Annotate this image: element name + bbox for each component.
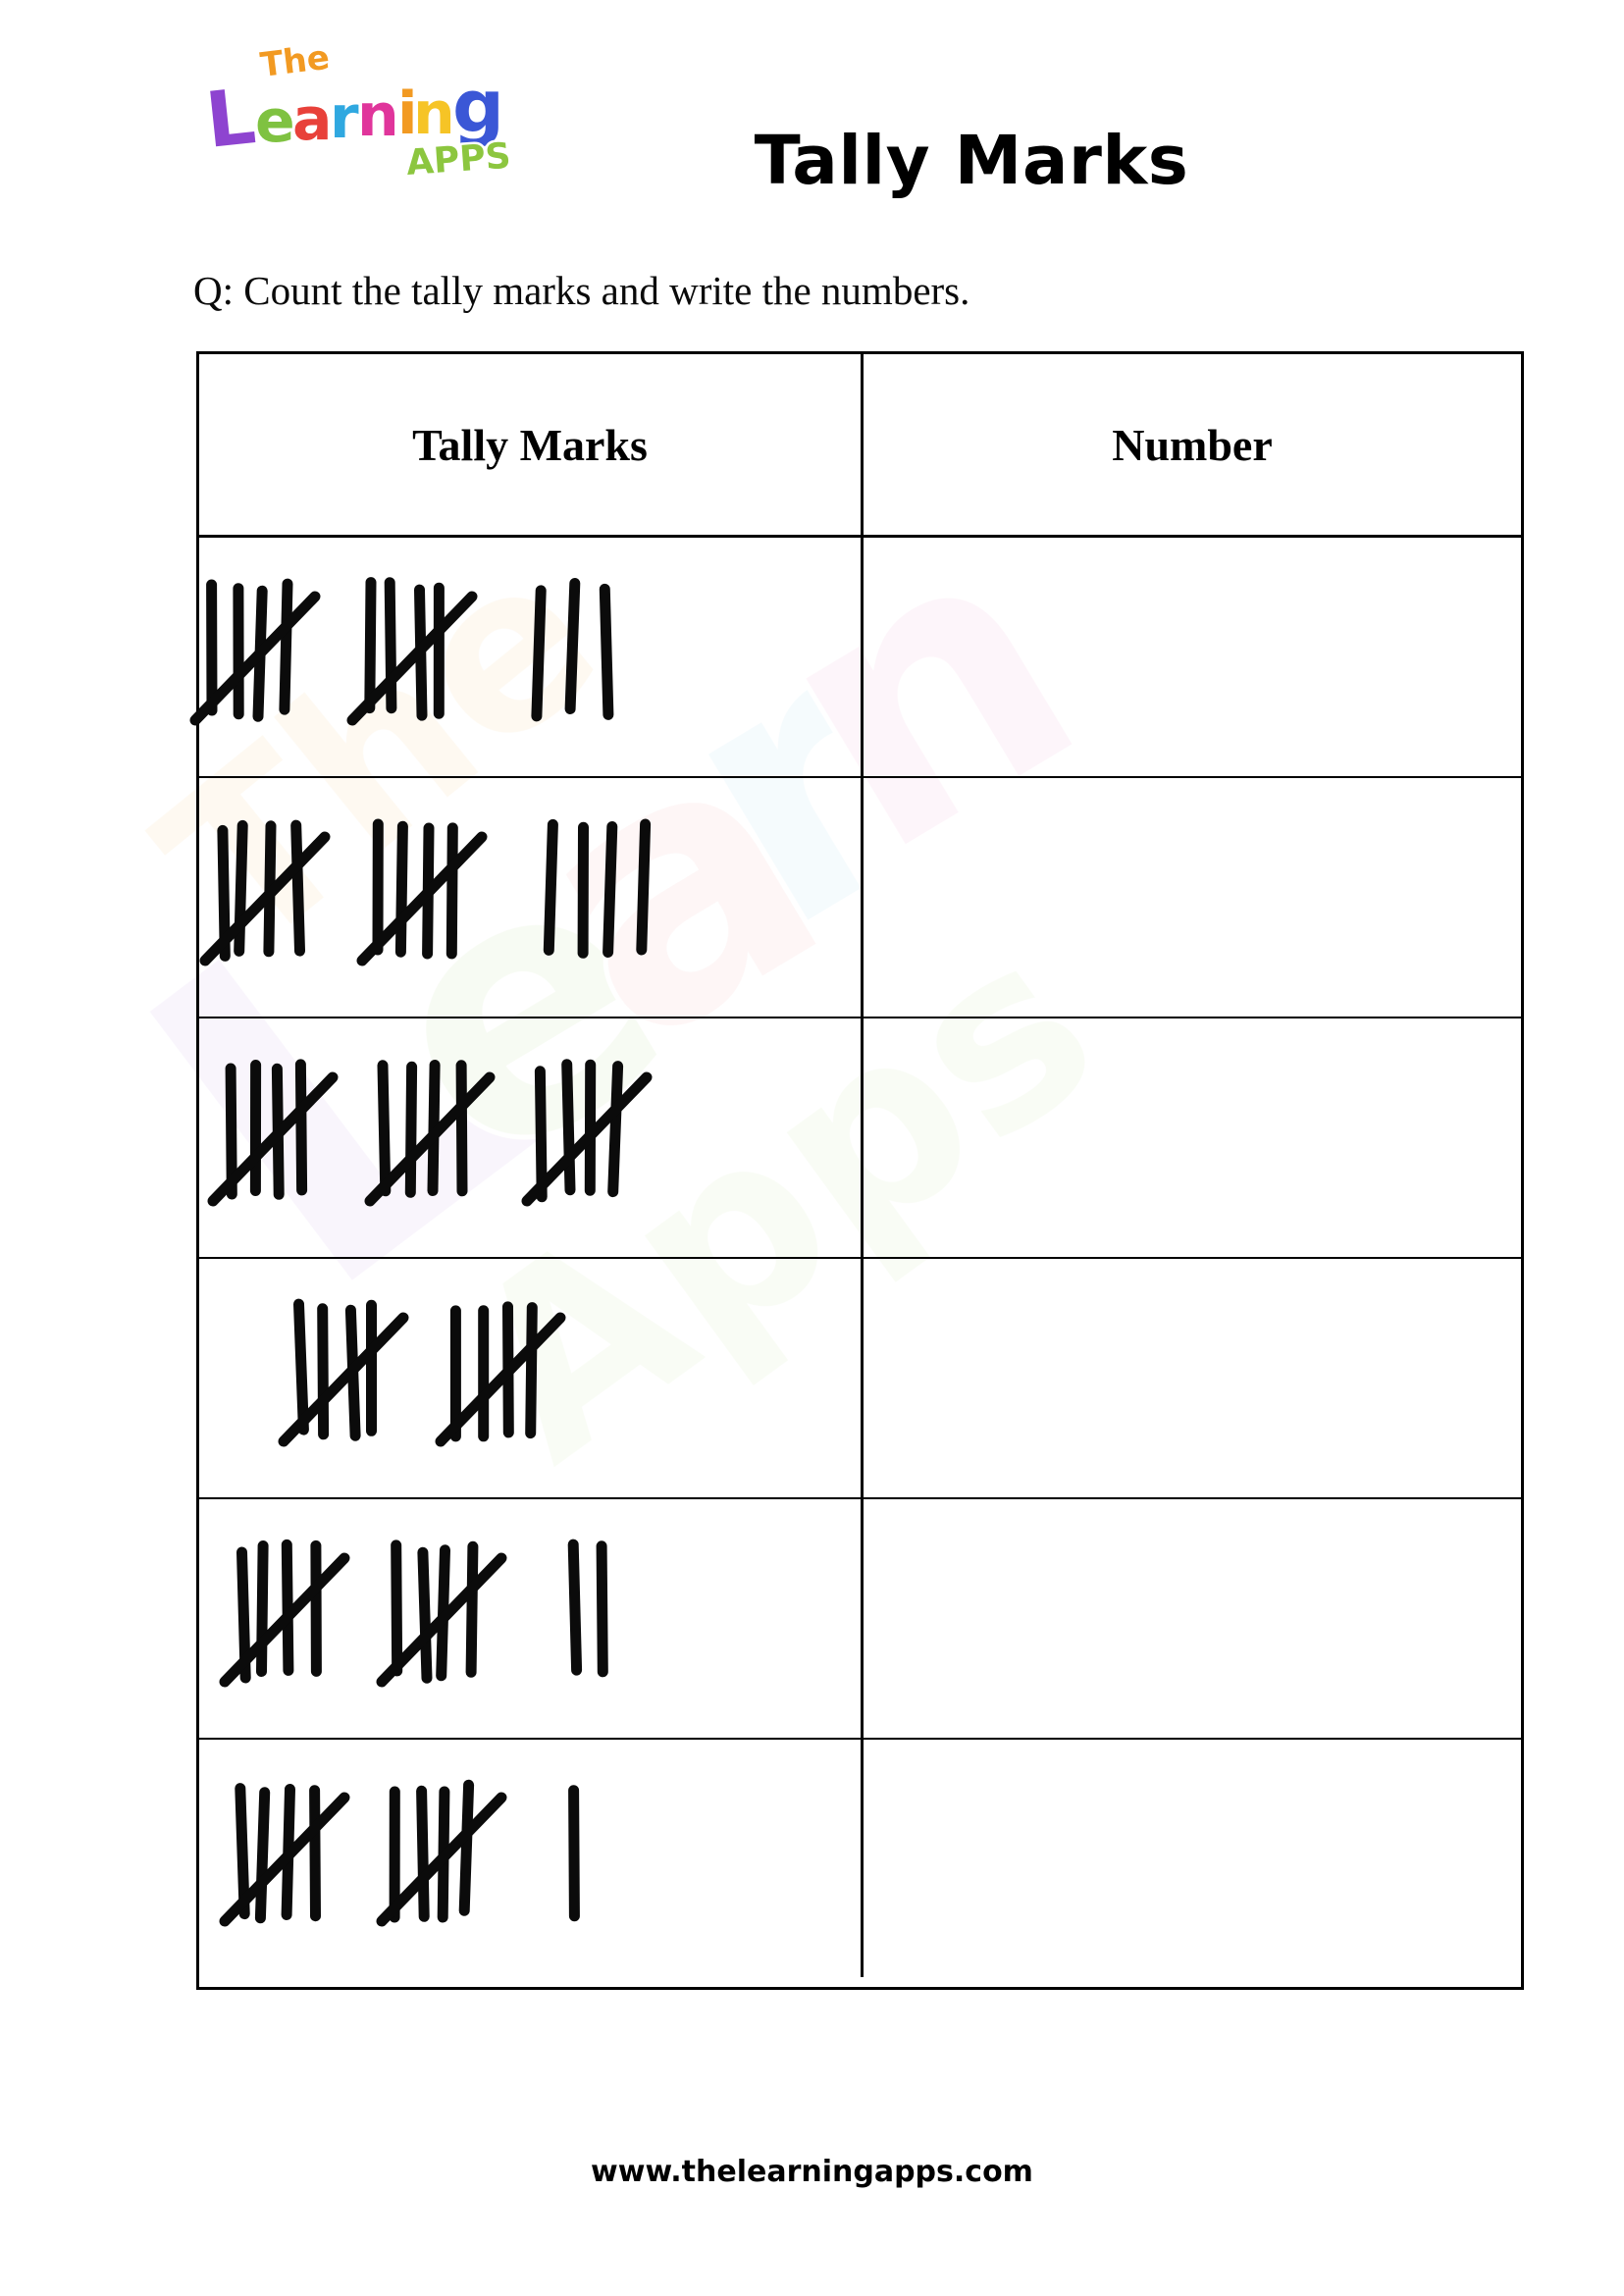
page-title: Tally Marks xyxy=(754,122,1189,200)
tally-drawing xyxy=(199,1259,861,1497)
svg-text:n: n xyxy=(413,79,455,148)
number-answer-cell[interactable] xyxy=(864,1018,1521,1257)
column-header-label: Number xyxy=(1112,419,1273,470)
number-answer-cell[interactable] xyxy=(864,538,1521,776)
tally-drawing xyxy=(199,1740,861,1977)
svg-text:APPS: APPS xyxy=(405,136,512,180)
table-header-row: Tally Marks Number xyxy=(199,354,1521,538)
tally-drawing xyxy=(199,1018,861,1257)
number-answer-cell[interactable] xyxy=(864,778,1521,1017)
svg-text:i: i xyxy=(397,79,418,148)
svg-text:L: L xyxy=(202,73,260,166)
svg-text:e: e xyxy=(255,87,295,156)
number-answer-cell[interactable] xyxy=(864,1259,1521,1497)
footer-url: www.thelearningapps.com xyxy=(591,2155,1033,2189)
header-cell-tally-marks: Tally Marks xyxy=(199,354,864,535)
tally-drawing xyxy=(189,538,861,776)
table-row xyxy=(199,1259,1521,1499)
table-row xyxy=(199,778,1521,1018)
table-row xyxy=(199,1499,1521,1740)
tally-marks-cell xyxy=(199,778,864,1017)
tally-marks-cell xyxy=(199,1259,864,1497)
header-cell-number: Number xyxy=(864,354,1521,535)
table-row xyxy=(189,538,1521,778)
the-learning-apps-logo: The L e a r n i n g APPS xyxy=(201,37,564,180)
table-row xyxy=(199,1740,1521,1977)
tally-table: Tally Marks Number xyxy=(189,351,1524,1990)
tally-drawing xyxy=(199,778,861,1017)
tally-marks-cell xyxy=(199,1740,864,1977)
tally-drawing xyxy=(199,1499,861,1738)
tally-marks-cell xyxy=(199,1018,864,1257)
question-prompt: Q: Count the tally marks and write the n… xyxy=(193,268,970,313)
tally-marks-cell xyxy=(199,1499,864,1738)
svg-text:r: r xyxy=(330,83,359,152)
number-answer-cell[interactable] xyxy=(864,1740,1521,1977)
svg-text:The: The xyxy=(258,38,332,85)
svg-text:n: n xyxy=(357,81,399,150)
svg-text:g: g xyxy=(452,65,504,149)
svg-text:a: a xyxy=(292,85,333,154)
column-header-label: Tally Marks xyxy=(412,419,648,470)
table-row xyxy=(199,1018,1521,1259)
number-answer-cell[interactable] xyxy=(864,1499,1521,1738)
tally-marks-cell xyxy=(189,538,864,776)
